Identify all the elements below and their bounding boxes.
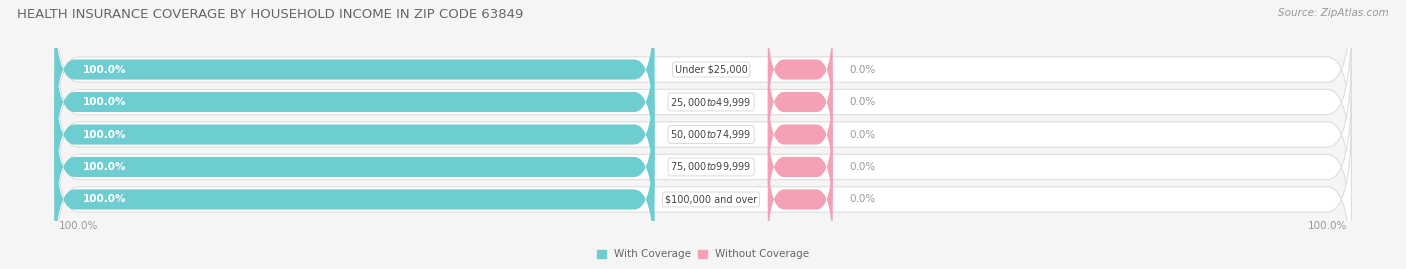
Text: 100.0%: 100.0% — [59, 221, 98, 231]
FancyBboxPatch shape — [55, 0, 1351, 154]
Text: $100,000 and over: $100,000 and over — [665, 194, 758, 204]
Text: 100.0%: 100.0% — [83, 194, 127, 204]
Text: 100.0%: 100.0% — [83, 129, 127, 140]
Text: Under $25,000: Under $25,000 — [675, 65, 748, 75]
Text: 0.0%: 0.0% — [849, 162, 875, 172]
FancyBboxPatch shape — [55, 50, 1351, 219]
FancyBboxPatch shape — [55, 128, 654, 269]
FancyBboxPatch shape — [768, 80, 832, 189]
FancyBboxPatch shape — [55, 82, 1351, 252]
Text: $75,000 to $99,999: $75,000 to $99,999 — [671, 161, 752, 174]
Text: 0.0%: 0.0% — [849, 194, 875, 204]
Legend: With Coverage, Without Coverage: With Coverage, Without Coverage — [592, 245, 814, 264]
FancyBboxPatch shape — [768, 47, 832, 157]
Text: 100.0%: 100.0% — [1308, 221, 1347, 231]
FancyBboxPatch shape — [768, 15, 832, 125]
FancyBboxPatch shape — [55, 17, 1351, 187]
Text: 0.0%: 0.0% — [849, 129, 875, 140]
Text: $25,000 to $49,999: $25,000 to $49,999 — [671, 95, 752, 108]
FancyBboxPatch shape — [55, 115, 1351, 269]
FancyBboxPatch shape — [55, 31, 654, 173]
FancyBboxPatch shape — [55, 0, 654, 141]
FancyBboxPatch shape — [768, 144, 832, 254]
Text: 0.0%: 0.0% — [849, 97, 875, 107]
Text: $50,000 to $74,999: $50,000 to $74,999 — [671, 128, 752, 141]
Text: 100.0%: 100.0% — [83, 97, 127, 107]
FancyBboxPatch shape — [55, 63, 654, 206]
Text: 100.0%: 100.0% — [83, 65, 127, 75]
FancyBboxPatch shape — [768, 112, 832, 222]
Text: 0.0%: 0.0% — [849, 65, 875, 75]
FancyBboxPatch shape — [55, 96, 654, 238]
Text: Source: ZipAtlas.com: Source: ZipAtlas.com — [1278, 8, 1389, 18]
Text: HEALTH INSURANCE COVERAGE BY HOUSEHOLD INCOME IN ZIP CODE 63849: HEALTH INSURANCE COVERAGE BY HOUSEHOLD I… — [17, 8, 523, 21]
Text: 100.0%: 100.0% — [83, 162, 127, 172]
